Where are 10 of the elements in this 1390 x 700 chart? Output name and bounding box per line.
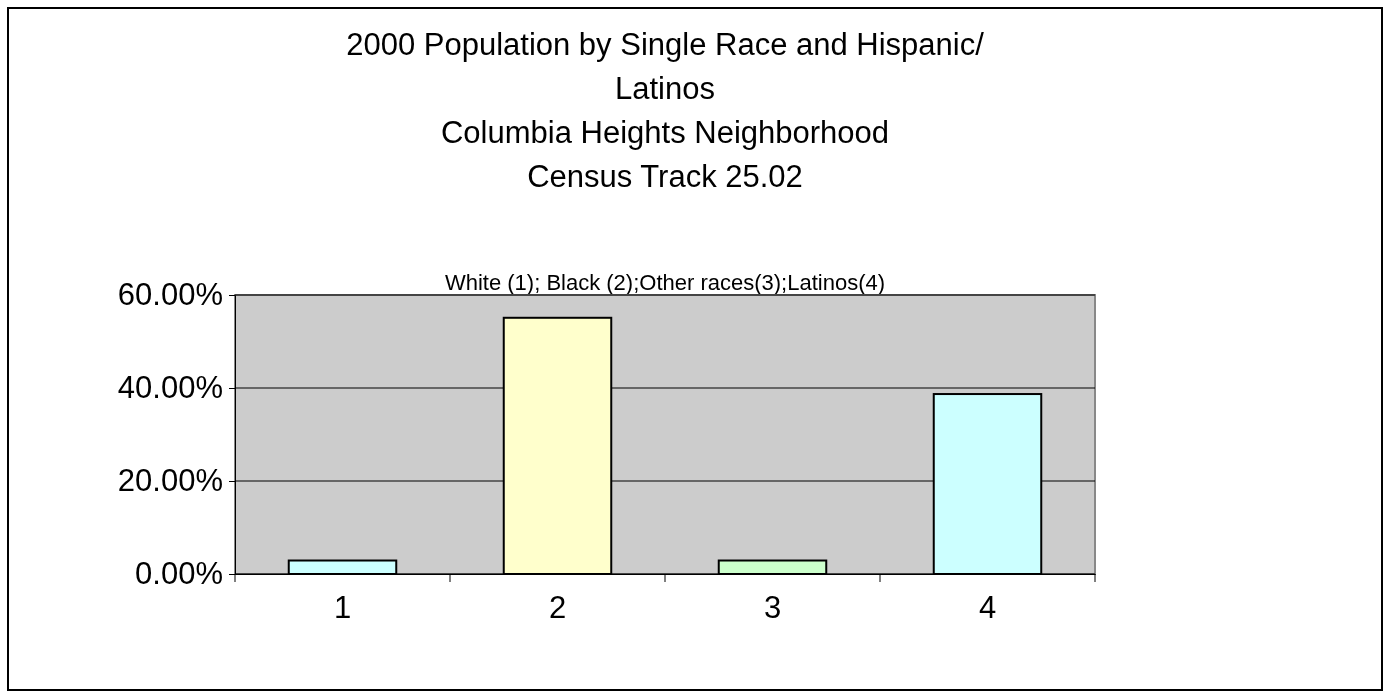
y-tick-label: 20.00% (117, 463, 223, 499)
y-tick-label: 40.00% (117, 370, 223, 406)
x-tick-label: 1 (333, 590, 352, 626)
y-tick-label: 60.00% (117, 277, 223, 313)
x-tick-label: 3 (763, 590, 782, 626)
chart-subtitle: White (1); Black (2);Other races(3);Latinos(4) (444, 270, 886, 295)
x-tick-label: 4 (978, 590, 997, 626)
chart-title: 2000 Population by Single Race and Hispanic/ Latinos Columbia Heights Neighborhood Census Track 25.02 (346, 27, 985, 194)
x-tick-label: 2 (548, 590, 567, 626)
y-tick-label: 0.00% (135, 556, 223, 592)
